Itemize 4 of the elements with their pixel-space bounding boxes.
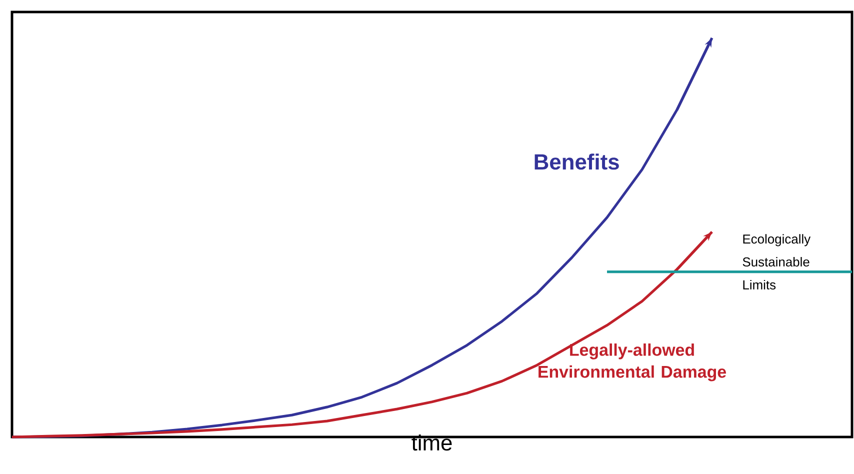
- series-label: Benefits: [534, 154, 619, 170]
- x-axis-title: time: [412, 434, 452, 451]
- series-label: Legally-allowed Environmental Damage: [538, 343, 726, 382]
- series-label: Ecologically Sustainable Limits: [742, 234, 811, 290]
